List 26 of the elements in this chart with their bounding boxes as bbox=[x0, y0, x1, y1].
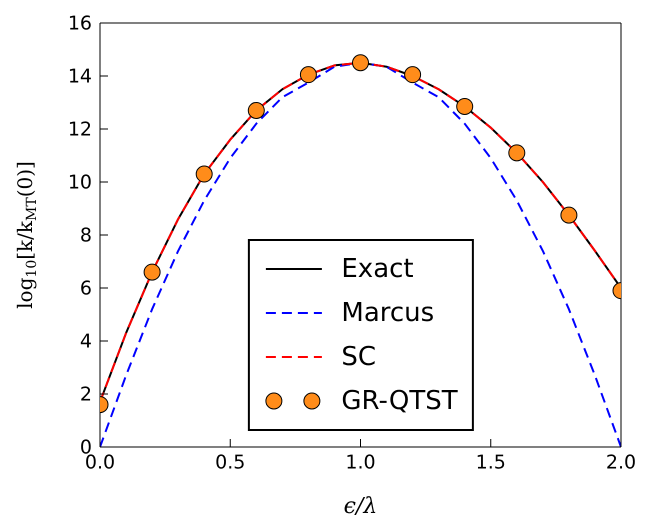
y-tick-label: 16 bbox=[68, 12, 92, 35]
y-tick-label: 14 bbox=[68, 66, 92, 88]
point bbox=[144, 264, 161, 281]
y-tick-label: 8 bbox=[80, 224, 92, 247]
point bbox=[300, 66, 317, 84]
y-tick-label: 2 bbox=[80, 384, 92, 406]
y-tick-label: 10 bbox=[68, 172, 92, 194]
y-tick-label: 4 bbox=[80, 330, 92, 353]
y-tick-label: 12 bbox=[68, 118, 92, 141]
point bbox=[508, 144, 526, 162]
legend-label: Marcus bbox=[341, 298, 434, 328]
point bbox=[404, 66, 422, 84]
legend-label: SC bbox=[341, 342, 376, 372]
legend-label: GR-QTST bbox=[341, 386, 458, 416]
point bbox=[456, 98, 474, 115]
x-tick-label: 1.0 bbox=[345, 451, 376, 474]
point bbox=[352, 54, 369, 72]
legend-label: Exact bbox=[341, 254, 414, 284]
point bbox=[560, 206, 578, 224]
x-tick-label: 0.5 bbox=[215, 451, 246, 474]
y-tick-label: 6 bbox=[80, 278, 92, 300]
x-tick-label: 2.0 bbox=[606, 451, 636, 474]
point bbox=[248, 102, 265, 119]
x-tick-label: 1.5 bbox=[476, 451, 506, 474]
x-axis-title: ϵ/λ bbox=[344, 494, 378, 519]
point bbox=[196, 166, 213, 183]
